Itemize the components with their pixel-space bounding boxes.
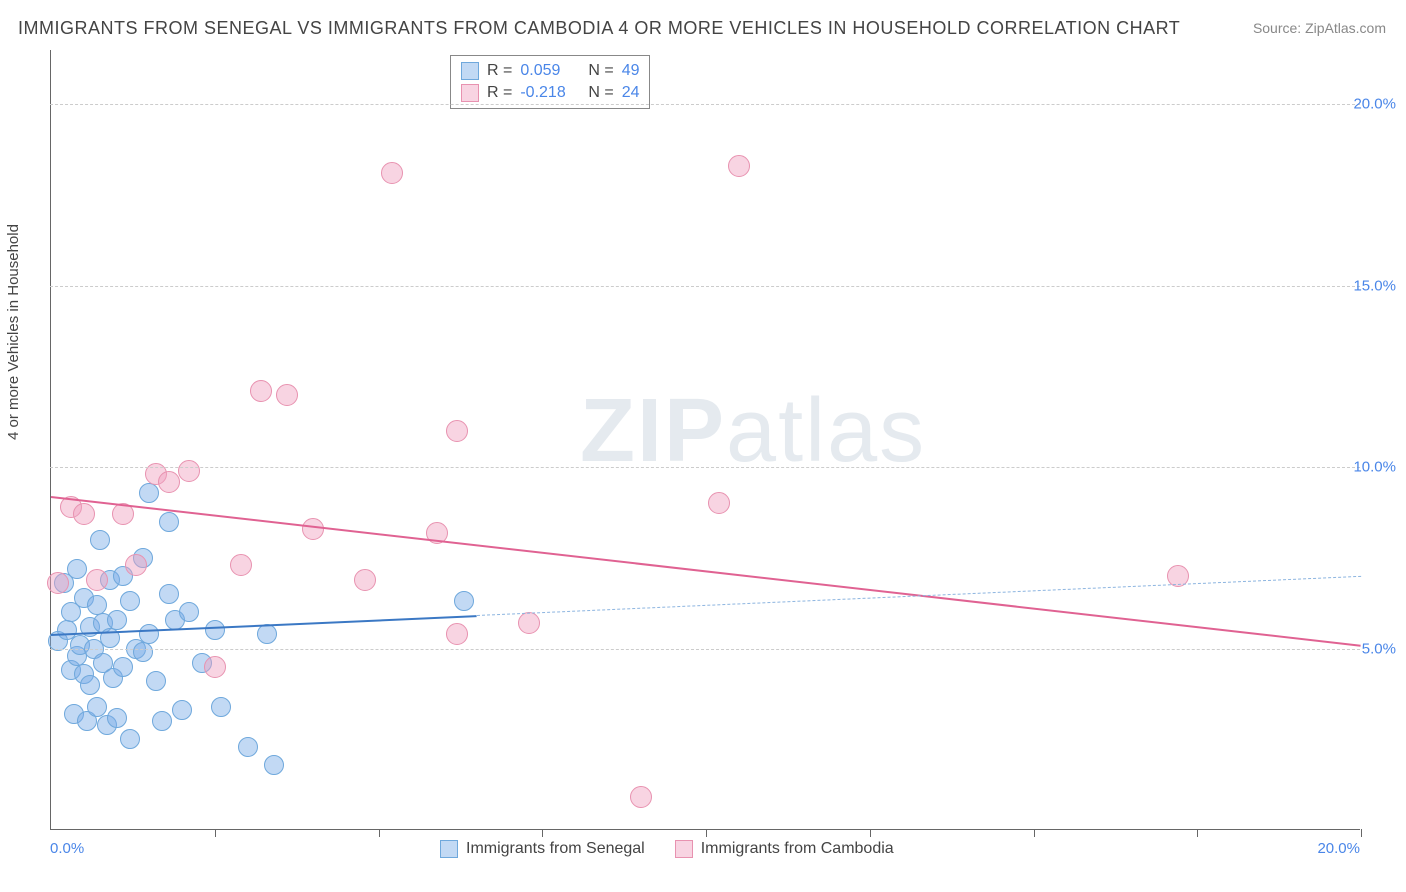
r-label: R = xyxy=(487,60,512,82)
scatter-point xyxy=(302,518,324,540)
scatter-point xyxy=(178,460,200,482)
r-label: R = xyxy=(487,82,512,104)
y-tick-label: 15.0% xyxy=(1353,277,1396,294)
legend-swatch xyxy=(461,62,479,80)
scatter-point xyxy=(630,786,652,808)
trend-line xyxy=(477,576,1361,616)
scatter-point xyxy=(354,569,376,591)
source-attribution: Source: ZipAtlas.com xyxy=(1253,20,1386,36)
scatter-point xyxy=(276,384,298,406)
scatter-point xyxy=(179,602,199,622)
n-label: N = xyxy=(588,60,613,82)
scatter-point xyxy=(172,700,192,720)
x-tick xyxy=(379,829,380,837)
scatter-point xyxy=(90,530,110,550)
legend-row: R = -0.218 N = 24 xyxy=(461,82,639,104)
scatter-point xyxy=(152,711,172,731)
scatter-point xyxy=(107,708,127,728)
correlation-legend: R = 0.059 N = 49 R = -0.218 N = 24 xyxy=(450,55,650,109)
scatter-point xyxy=(159,584,179,604)
chart-plot-area xyxy=(50,50,1360,830)
scatter-point xyxy=(159,512,179,532)
scatter-point xyxy=(107,610,127,630)
scatter-point xyxy=(454,591,474,611)
series-legend: Immigrants from Senegal Immigrants from C… xyxy=(440,840,894,858)
legend-swatch xyxy=(675,840,693,858)
x-tick xyxy=(1361,829,1362,837)
scatter-point xyxy=(113,657,133,677)
scatter-point xyxy=(381,162,403,184)
scatter-point xyxy=(73,503,95,525)
scatter-point xyxy=(87,595,107,615)
legend-label: Immigrants from Senegal xyxy=(466,840,645,858)
x-tick xyxy=(215,829,216,837)
scatter-point xyxy=(204,656,226,678)
x-tick xyxy=(542,829,543,837)
y-tick-label: 5.0% xyxy=(1362,640,1396,657)
r-value: 0.059 xyxy=(520,60,580,82)
scatter-point xyxy=(446,420,468,442)
legend-row: R = 0.059 N = 49 xyxy=(461,60,639,82)
gridline xyxy=(50,649,1360,650)
chart-title: IMMIGRANTS FROM SENEGAL VS IMMIGRANTS FR… xyxy=(18,18,1180,39)
scatter-point xyxy=(120,729,140,749)
scatter-point xyxy=(139,483,159,503)
scatter-point xyxy=(80,675,100,695)
x-tick xyxy=(706,829,707,837)
n-value: 24 xyxy=(622,82,640,104)
x-tick-label: 20.0% xyxy=(1317,840,1360,857)
y-tick-label: 20.0% xyxy=(1353,96,1396,113)
gridline xyxy=(50,467,1360,468)
x-tick xyxy=(870,829,871,837)
y-axis-label: 4 or more Vehicles in Household xyxy=(5,224,22,440)
scatter-point xyxy=(125,554,147,576)
scatter-point xyxy=(139,624,159,644)
scatter-point xyxy=(250,380,272,402)
scatter-point xyxy=(133,642,153,662)
scatter-point xyxy=(708,492,730,514)
gridline xyxy=(50,286,1360,287)
scatter-point xyxy=(86,569,108,591)
scatter-point xyxy=(728,155,750,177)
scatter-point xyxy=(120,591,140,611)
x-tick-label: 0.0% xyxy=(50,840,84,857)
legend-swatch xyxy=(461,84,479,102)
scatter-point xyxy=(518,612,540,634)
x-tick xyxy=(1034,829,1035,837)
r-value: -0.218 xyxy=(520,82,580,104)
scatter-point xyxy=(146,671,166,691)
scatter-point xyxy=(205,620,225,640)
legend-item: Immigrants from Senegal xyxy=(440,840,645,858)
legend-item: Immigrants from Cambodia xyxy=(675,840,894,858)
scatter-point xyxy=(264,755,284,775)
scatter-point xyxy=(257,624,277,644)
scatter-point xyxy=(67,559,87,579)
scatter-point xyxy=(211,697,231,717)
scatter-point xyxy=(446,623,468,645)
scatter-point xyxy=(230,554,252,576)
scatter-point xyxy=(87,697,107,717)
scatter-point xyxy=(158,471,180,493)
legend-swatch xyxy=(440,840,458,858)
scatter-point xyxy=(238,737,258,757)
n-value: 49 xyxy=(622,60,640,82)
n-label: N = xyxy=(588,82,613,104)
scatter-point xyxy=(47,572,69,594)
x-tick xyxy=(1197,829,1198,837)
gridline xyxy=(50,104,1360,105)
y-tick-label: 10.0% xyxy=(1353,459,1396,476)
legend-label: Immigrants from Cambodia xyxy=(701,840,894,858)
